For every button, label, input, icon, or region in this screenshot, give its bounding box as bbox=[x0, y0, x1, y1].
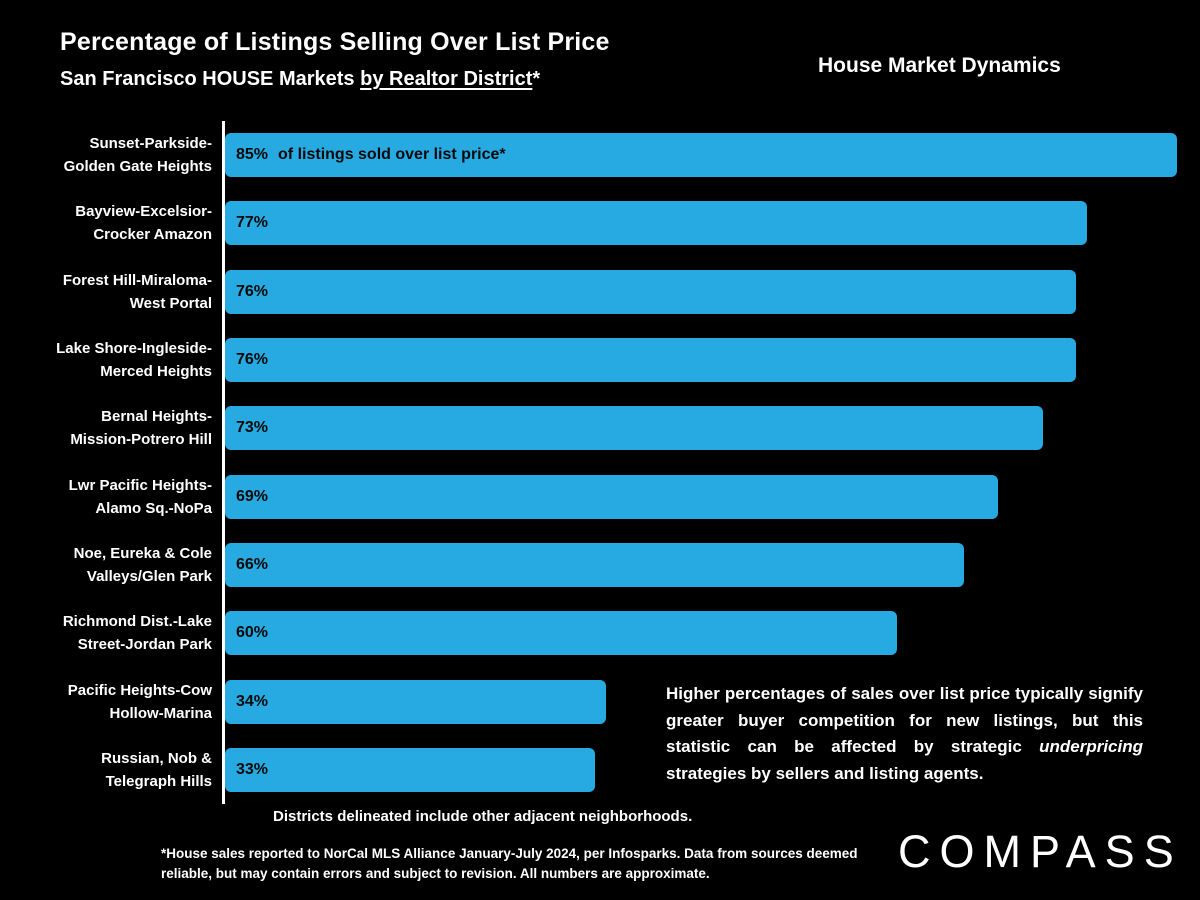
bar-value-label: 60% bbox=[236, 624, 269, 642]
plot-area: 85% of listings sold over list price* bbox=[222, 121, 1177, 190]
commentary-text: Higher percentages of sales over list pr… bbox=[666, 681, 1143, 787]
category-label-line2: Street-Jordan Park bbox=[77, 636, 212, 654]
bar-row: Lwr Pacific Heights- Alamo Sq.-NoPa 69% bbox=[0, 462, 1177, 531]
plot-area: 76% bbox=[222, 325, 1177, 395]
category-label-line1: Noe, Eureka & Cole bbox=[73, 544, 212, 562]
bar-value-label: 85% bbox=[236, 146, 269, 164]
category-label-line1: Lwr Pacific Heights- bbox=[68, 476, 212, 494]
bar-value-label: 76% bbox=[236, 351, 269, 369]
bar: 34% bbox=[225, 679, 606, 724]
source-footnote: *House sales reported to NorCal MLS Alli… bbox=[161, 846, 858, 881]
bar: 77% bbox=[225, 201, 1088, 246]
plot-area: 73% bbox=[222, 394, 1177, 463]
bar-value-label: 34% bbox=[236, 692, 269, 710]
category-label-line1: Bernal Heights- bbox=[101, 408, 212, 426]
category-label-line2: Crocker Amazon bbox=[93, 226, 212, 244]
bar-value-label: 73% bbox=[236, 419, 269, 437]
bar: 76% bbox=[225, 269, 1077, 314]
bar-row: Lake Shore-Ingleside- Merced Heights 76% bbox=[0, 325, 1177, 395]
category-label: Russian, Nob & Telegraph Hills bbox=[0, 747, 222, 793]
bar-row: Sunset-Parkside- Golden Gate Heights 85%… bbox=[0, 121, 1177, 190]
category-label: Lake Shore-Ingleside- Merced Heights bbox=[0, 337, 222, 383]
bar: 33% bbox=[225, 747, 595, 792]
bar: 76% bbox=[225, 338, 1077, 383]
category-label-line1: Russian, Nob & bbox=[101, 749, 212, 767]
bar-row: Russian, Nob & Telegraph Hills 33% bbox=[0, 735, 1177, 804]
plot-area: 34% bbox=[222, 667, 1177, 736]
category-label: Pacific Heights-Cow Hollow-Marina bbox=[0, 679, 222, 725]
category-label-line2: West Portal bbox=[129, 294, 212, 312]
category-label-line1: Sunset-Parkside- bbox=[89, 135, 212, 153]
category-label-line1: Pacific Heights-Cow bbox=[67, 681, 212, 699]
category-label: Sunset-Parkside- Golden Gate Heights bbox=[0, 132, 222, 178]
category-label-line1: Lake Shore-Ingleside- bbox=[56, 340, 212, 358]
category-label-line1: Forest Hill-Miraloma- bbox=[62, 271, 212, 289]
plot-area: 60% bbox=[222, 599, 1177, 668]
districts-note: Districts delineated include other adjac… bbox=[273, 808, 693, 825]
category-label: Bernal Heights- Mission-Potrero Hill bbox=[0, 405, 222, 451]
bar: 66% bbox=[225, 542, 965, 587]
bar-value-label: 33% bbox=[236, 760, 269, 778]
bar: 60% bbox=[225, 611, 897, 656]
bar-annotation-text: of listings sold over list price* bbox=[278, 146, 506, 164]
plot-area: 66% bbox=[222, 530, 1177, 600]
category-label-line2: Valleys/Glen Park bbox=[86, 567, 212, 585]
bar: 85% of listings sold over list price* bbox=[225, 133, 1177, 178]
category-label-line2: Mission-Potrero Hill bbox=[70, 431, 212, 449]
category-label-line2: Golden Gate Heights bbox=[63, 158, 212, 176]
category-label-line2: Alamo Sq.-NoPa bbox=[95, 499, 212, 517]
category-label-line1: Bayview-Excelsior- bbox=[75, 203, 212, 221]
bar-value-label: 76% bbox=[236, 282, 269, 300]
bar-row: Richmond Dist.-Lake Street-Jordan Park 6… bbox=[0, 599, 1177, 668]
bar-row: Forest Hill-Miraloma- West Portal 76% bbox=[0, 257, 1177, 326]
brand-tagline: House Market Dynamics bbox=[818, 54, 1061, 77]
category-label-line2: Telegraph Hills bbox=[105, 772, 212, 790]
bar-value-label: 77% bbox=[236, 214, 269, 232]
category-label: Richmond Dist.-Lake Street-Jordan Park bbox=[0, 610, 222, 656]
subtitle-prefix: San Francisco HOUSE Markets bbox=[60, 68, 361, 90]
category-label-line2: Hollow-Marina bbox=[109, 704, 212, 722]
bar-value-label: 69% bbox=[236, 487, 269, 505]
compass-logo: COMPASS bbox=[898, 826, 1183, 877]
category-label: Bayview-Excelsior- Crocker Amazon bbox=[0, 200, 222, 246]
bar-row: Bernal Heights- Mission-Potrero Hill 73% bbox=[0, 394, 1177, 463]
plot-area: 77% bbox=[222, 189, 1177, 258]
commentary-part2: strategies by sellers and listing agents… bbox=[666, 763, 984, 783]
category-label: Forest Hill-Miraloma- West Portal bbox=[0, 269, 222, 315]
category-label-line2: Merced Heights bbox=[100, 363, 212, 381]
bar-chart: Sunset-Parkside- Golden Gate Heights 85%… bbox=[0, 121, 1177, 804]
subtitle-suffix: * bbox=[532, 68, 541, 90]
bar: 69% bbox=[225, 474, 998, 519]
page-subtitle: San Francisco HOUSE Markets by Realtor D… bbox=[60, 68, 540, 91]
commentary-part1: Higher percentages of sales over list pr… bbox=[666, 684, 1143, 756]
category-label: Lwr Pacific Heights- Alamo Sq.-NoPa bbox=[0, 474, 222, 520]
plot-area: 33% bbox=[222, 735, 1177, 804]
subtitle-underlined: by Realtor District bbox=[360, 68, 533, 90]
category-label-line1: Richmond Dist.-Lake bbox=[62, 613, 212, 631]
page-title: Percentage of Listings Selling Over List… bbox=[60, 28, 610, 56]
bar-row: Bayview-Excelsior- Crocker Amazon 77% bbox=[0, 189, 1177, 258]
bar-value-label: 66% bbox=[236, 555, 269, 573]
bar-row: Pacific Heights-Cow Hollow-Marina 34% bbox=[0, 667, 1177, 736]
bar: 73% bbox=[225, 406, 1043, 451]
plot-area: 69% bbox=[222, 462, 1177, 531]
bar-row: Noe, Eureka & Cole Valleys/Glen Park 66% bbox=[0, 530, 1177, 600]
commentary-italic-word: underpricing bbox=[1039, 737, 1143, 756]
category-label: Noe, Eureka & Cole Valleys/Glen Park bbox=[0, 542, 222, 588]
plot-area: 76% bbox=[222, 257, 1177, 326]
